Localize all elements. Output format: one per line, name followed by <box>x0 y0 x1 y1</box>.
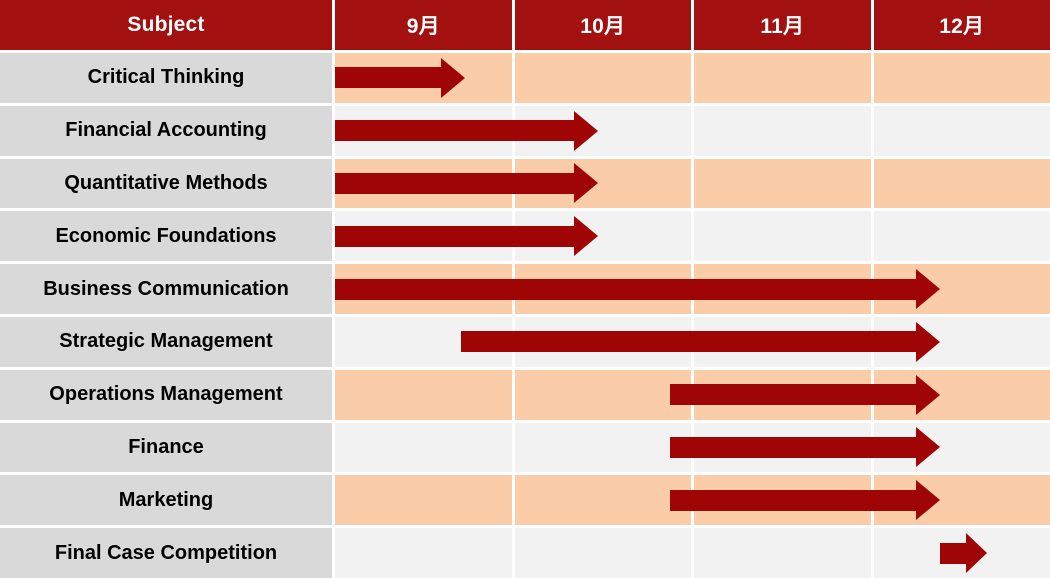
arrow-shaft <box>670 489 916 511</box>
column-separator <box>511 369 515 420</box>
subject-label: Strategic Management <box>0 316 332 367</box>
subject-label: Final Case Competition <box>0 528 332 578</box>
header-month-1: 9月 <box>335 0 512 50</box>
column-separator <box>691 528 694 578</box>
arrow-head-icon <box>916 480 940 521</box>
arrow-shaft <box>335 278 916 300</box>
arrow-head-icon <box>574 216 598 257</box>
gantt-arrow <box>335 269 940 310</box>
arrow-head-icon <box>966 533 987 574</box>
arrow-shaft <box>940 542 966 564</box>
timeline-cell <box>335 528 1050 578</box>
arrow-shaft <box>335 172 574 194</box>
subject-label: Quantitative Methods <box>0 158 332 209</box>
column-separator <box>691 158 694 209</box>
column-separator <box>870 528 874 578</box>
gantt-arrow <box>670 374 940 415</box>
column-separator <box>511 53 515 103</box>
arrow-shaft <box>670 436 916 458</box>
column-separator <box>691 53 694 103</box>
column-separator <box>870 105 874 156</box>
gantt-arrow <box>335 57 465 98</box>
header-month-2: 10月 <box>514 0 691 50</box>
timeline-cell <box>335 369 1050 420</box>
column-separator <box>691 105 694 156</box>
arrow-shaft <box>461 331 916 353</box>
arrow-head-icon <box>441 57 465 98</box>
timeline-cell <box>335 211 1050 262</box>
subject-label: Financial Accounting <box>0 105 332 156</box>
subject-label: Finance <box>0 422 332 473</box>
timeline-cell <box>335 264 1050 314</box>
column-separator <box>511 475 515 526</box>
subject-label: Operations Management <box>0 369 332 420</box>
timeline-cell <box>335 158 1050 209</box>
arrow-shaft <box>335 120 574 142</box>
gantt-arrow <box>670 480 940 521</box>
arrow-head-icon <box>916 374 940 415</box>
subject-label: Critical Thinking <box>0 53 332 103</box>
gantt-arrow <box>940 533 987 574</box>
subject-label: Marketing <box>0 475 332 526</box>
gantt-arrow <box>335 110 598 151</box>
header-month-3: 11月 <box>694 0 871 50</box>
timeline-cell <box>335 53 1050 103</box>
timeline-cell <box>335 475 1050 526</box>
column-separator <box>511 528 515 578</box>
arrow-head-icon <box>574 110 598 151</box>
arrow-head-icon <box>916 269 940 310</box>
arrow-shaft <box>670 384 916 406</box>
arrow-head-icon <box>916 427 940 468</box>
arrow-head-icon <box>916 321 940 362</box>
column-separator <box>870 158 874 209</box>
timeline-cell <box>335 316 1050 367</box>
gantt-arrow <box>335 216 598 257</box>
column-separator <box>870 211 874 262</box>
arrow-shaft <box>335 67 441 89</box>
timeline-cell <box>335 105 1050 156</box>
column-separator <box>691 211 694 262</box>
timeline-cell <box>335 422 1050 473</box>
header-subject: Subject <box>0 0 332 50</box>
gantt-arrow <box>670 427 940 468</box>
subject-label: Business Communication <box>0 264 332 314</box>
column-separator <box>870 53 874 103</box>
column-separator <box>511 422 515 473</box>
arrow-head-icon <box>574 163 598 204</box>
gantt-arrow <box>461 321 940 362</box>
subject-label: Economic Foundations <box>0 211 332 262</box>
arrow-shaft <box>335 225 574 247</box>
header-month-4: 12月 <box>873 0 1050 50</box>
gantt-arrow <box>335 163 598 204</box>
